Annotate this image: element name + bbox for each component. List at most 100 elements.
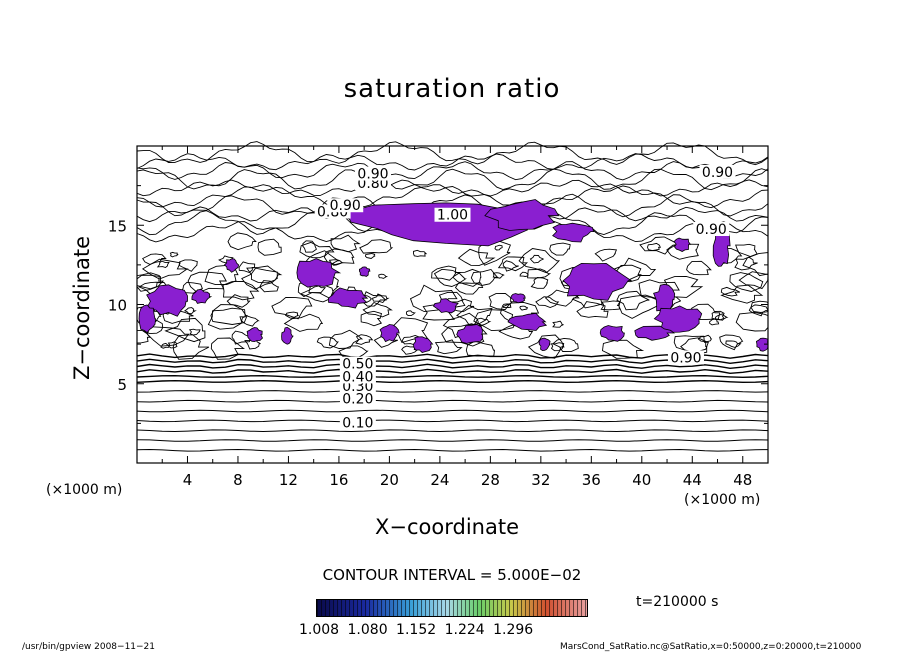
contour-line: [238, 261, 256, 274]
contour-line: [549, 242, 571, 256]
contour-line: [527, 334, 565, 359]
contour-line: [519, 271, 529, 277]
contour-line: [172, 334, 210, 360]
contour-line: [530, 277, 549, 289]
supersaturated-region: [191, 288, 213, 304]
contour-line: [552, 320, 564, 328]
contour-label-bg: [434, 207, 471, 222]
contour-line: [188, 328, 201, 336]
x-tick-label: 28: [481, 471, 500, 489]
contour-line: [535, 296, 560, 308]
y-axis-label: Z−coordinate: [70, 236, 94, 380]
x-unit-right: (×1000 m): [684, 492, 761, 508]
contour-line: [719, 334, 744, 351]
contour-line: [529, 254, 544, 264]
contour-line: [136, 379, 769, 384]
contour-line: [550, 342, 565, 352]
contour-line: [497, 256, 529, 272]
x-tick-label: 16: [329, 471, 348, 489]
contour-line: [136, 409, 769, 413]
contour-line: [207, 307, 246, 330]
contour-line: [502, 303, 512, 308]
contour-line: [210, 304, 248, 325]
contour-line: [576, 301, 609, 318]
contour-line: [136, 168, 769, 191]
contour-line: [316, 336, 339, 349]
contour-line: [136, 448, 769, 452]
contour-line: [259, 280, 280, 293]
contour-line: [359, 239, 394, 254]
contour-line: [142, 253, 167, 265]
contour-label-bg: [699, 164, 736, 179]
contour-line: [454, 282, 484, 295]
chart-title: saturation ratio: [343, 74, 561, 104]
supersaturated-region: [673, 237, 692, 252]
contour-label: 0.50: [342, 357, 373, 373]
contour-line: [210, 337, 246, 360]
contour-line: [178, 259, 198, 272]
contour-label: 0.90: [696, 222, 727, 238]
supersaturated-regions: [138, 199, 769, 354]
contour-line: [748, 304, 769, 317]
contour-line: [360, 310, 383, 327]
contour-label-bg: [327, 198, 364, 213]
contour-line: [136, 368, 769, 375]
contour-line: [729, 272, 764, 292]
contour-interval-label: CONTOUR INTERVAL = 5.000E−02: [322, 566, 582, 584]
x-tick-label: 36: [582, 471, 601, 489]
contour-line: [488, 293, 514, 311]
contour-line: [323, 248, 355, 266]
contour-line: [371, 293, 390, 304]
supersaturated-region: [634, 325, 676, 341]
contour-line: [673, 335, 709, 353]
contour-label: 0.90: [357, 167, 388, 183]
contour-line: [365, 253, 376, 259]
contour-line: [434, 339, 463, 355]
supersaturated-region: [484, 199, 560, 231]
supersaturated-region: [413, 336, 434, 354]
contour-line: [136, 439, 769, 442]
contour-line: [405, 310, 416, 317]
contour-line: [355, 334, 374, 345]
supersaturated-region: [538, 337, 551, 352]
contour-line: [141, 258, 189, 280]
time-label: t=210000 s: [636, 594, 719, 610]
contour-line: [241, 315, 260, 327]
contour-line: [735, 311, 769, 332]
contour-label: 0.90: [702, 165, 733, 181]
contour-line: [714, 313, 729, 321]
contour-line: [720, 286, 741, 297]
contour-line: [686, 260, 712, 276]
contour-line: [518, 248, 561, 274]
contour-line: [720, 284, 764, 304]
contour-line: [257, 238, 282, 256]
contour-line: [647, 242, 661, 252]
contour-line: [164, 317, 206, 343]
contour-line: [735, 243, 758, 257]
contour-line: [378, 273, 389, 279]
contour-line: [552, 337, 579, 352]
supersaturated-region: [552, 222, 595, 243]
supersaturated-region: [507, 312, 548, 331]
supersaturated-region: [379, 324, 400, 343]
contour-line: [330, 234, 361, 253]
supersaturated-region: [138, 304, 157, 334]
supersaturated-region: [296, 258, 342, 288]
supersaturated-region: [146, 284, 188, 317]
contour-label-bg: [339, 369, 376, 384]
contour-line: [492, 272, 505, 279]
contour-label-bg: [667, 350, 704, 365]
contour-line: [413, 249, 428, 257]
contour-line: [183, 307, 197, 315]
supersaturated-region: [456, 324, 484, 344]
contour-line: [227, 232, 257, 251]
contour-line: [618, 294, 662, 319]
contour-line: [271, 296, 313, 320]
contour-line: [711, 310, 725, 321]
contour-line: [697, 334, 713, 343]
contour-line: [302, 240, 317, 253]
contour-line: [136, 153, 769, 171]
footer-program: /usr/bin/gpview 2008−11−21: [22, 642, 156, 652]
contour-label-bg: [339, 391, 376, 406]
contour-line: [136, 193, 769, 218]
